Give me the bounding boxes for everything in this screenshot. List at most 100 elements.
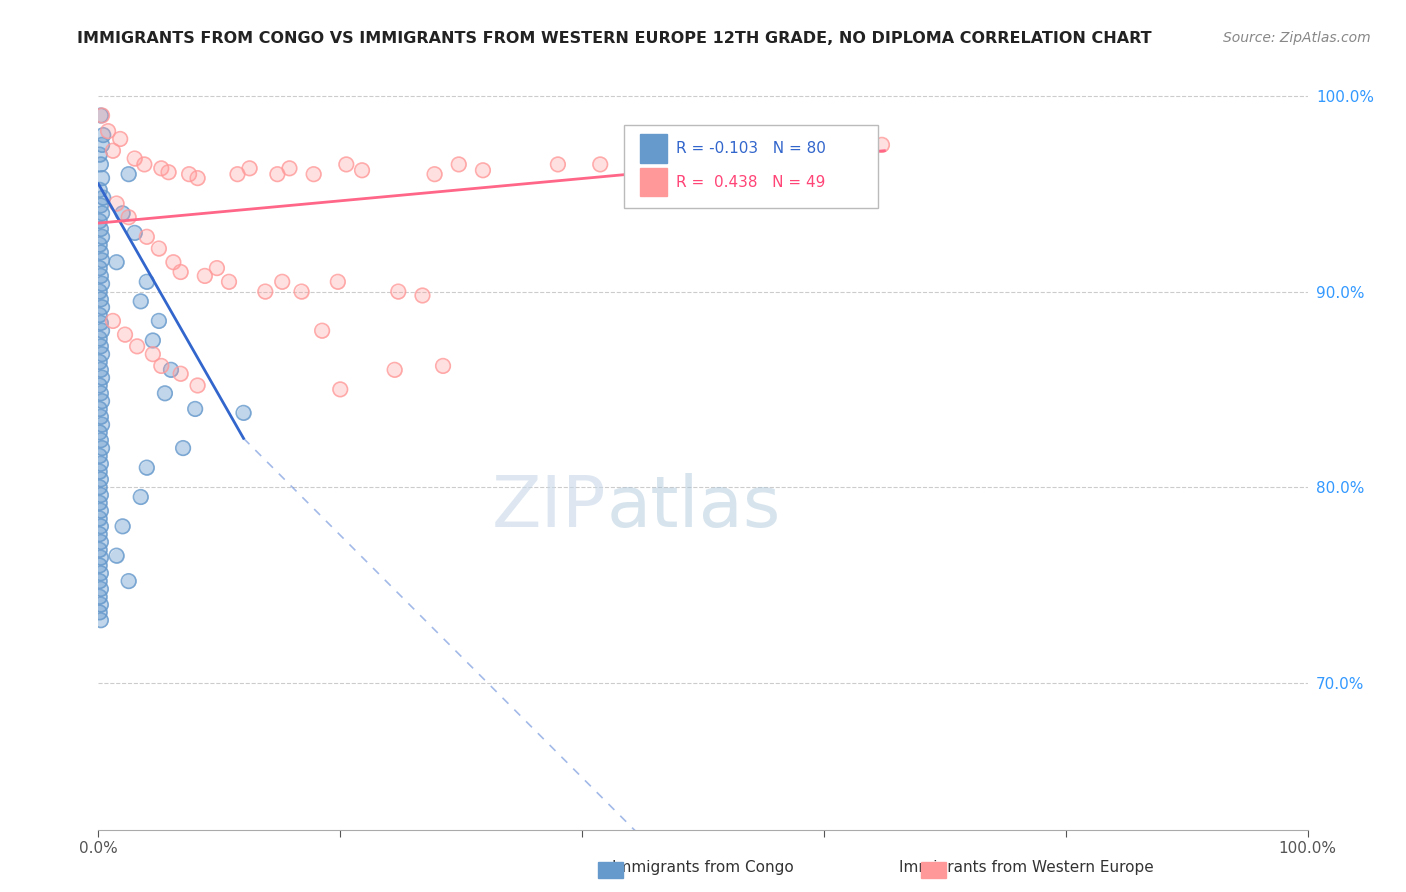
Point bbox=[311, 324, 333, 338]
Point bbox=[329, 383, 352, 397]
Point bbox=[135, 275, 157, 289]
Point bbox=[142, 334, 165, 348]
FancyBboxPatch shape bbox=[640, 168, 666, 196]
Point bbox=[90, 434, 112, 448]
Point bbox=[90, 245, 112, 260]
Point bbox=[266, 167, 288, 181]
Text: Immigrants from Western Europe: Immigrants from Western Europe bbox=[898, 860, 1154, 874]
Point bbox=[153, 386, 176, 401]
Point bbox=[187, 171, 209, 186]
Point bbox=[90, 268, 112, 283]
Point bbox=[169, 265, 191, 279]
Point bbox=[335, 157, 357, 171]
Point bbox=[589, 157, 612, 171]
Point bbox=[187, 378, 209, 392]
Point bbox=[90, 316, 112, 330]
Point bbox=[91, 108, 114, 122]
Point bbox=[91, 253, 114, 268]
Point bbox=[91, 253, 114, 268]
Point bbox=[91, 137, 114, 152]
Point bbox=[90, 434, 112, 448]
Point bbox=[90, 293, 112, 307]
Point bbox=[184, 401, 207, 416]
Point bbox=[90, 535, 112, 549]
Point bbox=[89, 237, 111, 252]
Point bbox=[91, 128, 114, 142]
Point bbox=[89, 511, 111, 525]
Point bbox=[194, 268, 217, 283]
Point bbox=[90, 535, 112, 549]
Point bbox=[89, 558, 111, 573]
Point bbox=[302, 167, 325, 181]
FancyBboxPatch shape bbox=[640, 134, 666, 162]
Point bbox=[90, 339, 112, 353]
Point bbox=[239, 161, 262, 176]
Point bbox=[172, 441, 194, 455]
Point bbox=[89, 237, 111, 252]
Point bbox=[148, 314, 170, 328]
Point bbox=[135, 460, 157, 475]
Point bbox=[118, 574, 141, 588]
Point bbox=[89, 496, 111, 510]
Point bbox=[471, 163, 494, 178]
Point bbox=[90, 504, 112, 518]
Point bbox=[111, 206, 134, 220]
Point bbox=[89, 183, 111, 197]
Point bbox=[226, 167, 249, 181]
Point bbox=[90, 268, 112, 283]
Point bbox=[218, 275, 240, 289]
Point bbox=[89, 496, 111, 510]
Point bbox=[127, 339, 149, 353]
Point bbox=[89, 401, 111, 416]
Point bbox=[129, 294, 152, 309]
Point bbox=[169, 367, 191, 381]
Point bbox=[302, 167, 325, 181]
Point bbox=[326, 275, 349, 289]
Point bbox=[101, 144, 124, 158]
Point bbox=[105, 196, 128, 211]
Point bbox=[89, 332, 111, 346]
Point bbox=[91, 191, 114, 205]
Point bbox=[91, 191, 114, 205]
Point bbox=[108, 132, 131, 146]
Point bbox=[89, 590, 111, 604]
Point bbox=[135, 275, 157, 289]
Point bbox=[105, 196, 128, 211]
Point bbox=[90, 157, 112, 171]
Point bbox=[89, 606, 111, 620]
Point bbox=[89, 378, 111, 392]
Point bbox=[135, 229, 157, 244]
Point bbox=[89, 183, 111, 197]
Point bbox=[89, 606, 111, 620]
Point bbox=[162, 255, 184, 269]
Point bbox=[90, 198, 112, 212]
Point bbox=[89, 425, 111, 440]
Point bbox=[547, 157, 569, 171]
Point bbox=[91, 108, 114, 122]
Point bbox=[90, 108, 112, 122]
Point bbox=[89, 465, 111, 479]
Point bbox=[90, 409, 112, 424]
Point bbox=[124, 152, 146, 166]
Point bbox=[90, 598, 112, 612]
Point bbox=[134, 157, 156, 171]
Point bbox=[111, 519, 134, 533]
Point bbox=[89, 465, 111, 479]
Point bbox=[91, 394, 114, 409]
Point bbox=[90, 157, 112, 171]
Point bbox=[387, 285, 409, 299]
Point bbox=[150, 161, 173, 176]
Point bbox=[90, 598, 112, 612]
Point bbox=[118, 574, 141, 588]
Point bbox=[232, 406, 254, 420]
Point bbox=[290, 285, 312, 299]
Point bbox=[124, 226, 146, 240]
Point bbox=[91, 324, 114, 338]
Point bbox=[89, 147, 111, 161]
Point bbox=[105, 549, 128, 563]
Point bbox=[105, 255, 128, 269]
Point bbox=[254, 285, 277, 299]
Point bbox=[129, 490, 152, 504]
Text: R =  0.438   N = 49: R = 0.438 N = 49 bbox=[676, 175, 825, 190]
Point bbox=[89, 574, 111, 588]
